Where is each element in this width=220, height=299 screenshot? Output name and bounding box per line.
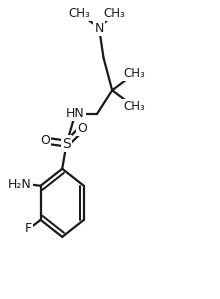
Text: O: O [40, 134, 50, 147]
Text: CH₃: CH₃ [69, 7, 90, 20]
Text: S: S [62, 137, 71, 151]
Text: N: N [94, 22, 104, 35]
Text: CH₃: CH₃ [123, 68, 145, 80]
Text: CH₃: CH₃ [123, 100, 145, 113]
Text: H₂N: H₂N [8, 178, 32, 191]
Text: O: O [77, 122, 87, 135]
Text: CH₃: CH₃ [103, 7, 125, 20]
Text: HN: HN [66, 107, 85, 120]
Text: F: F [25, 222, 32, 235]
